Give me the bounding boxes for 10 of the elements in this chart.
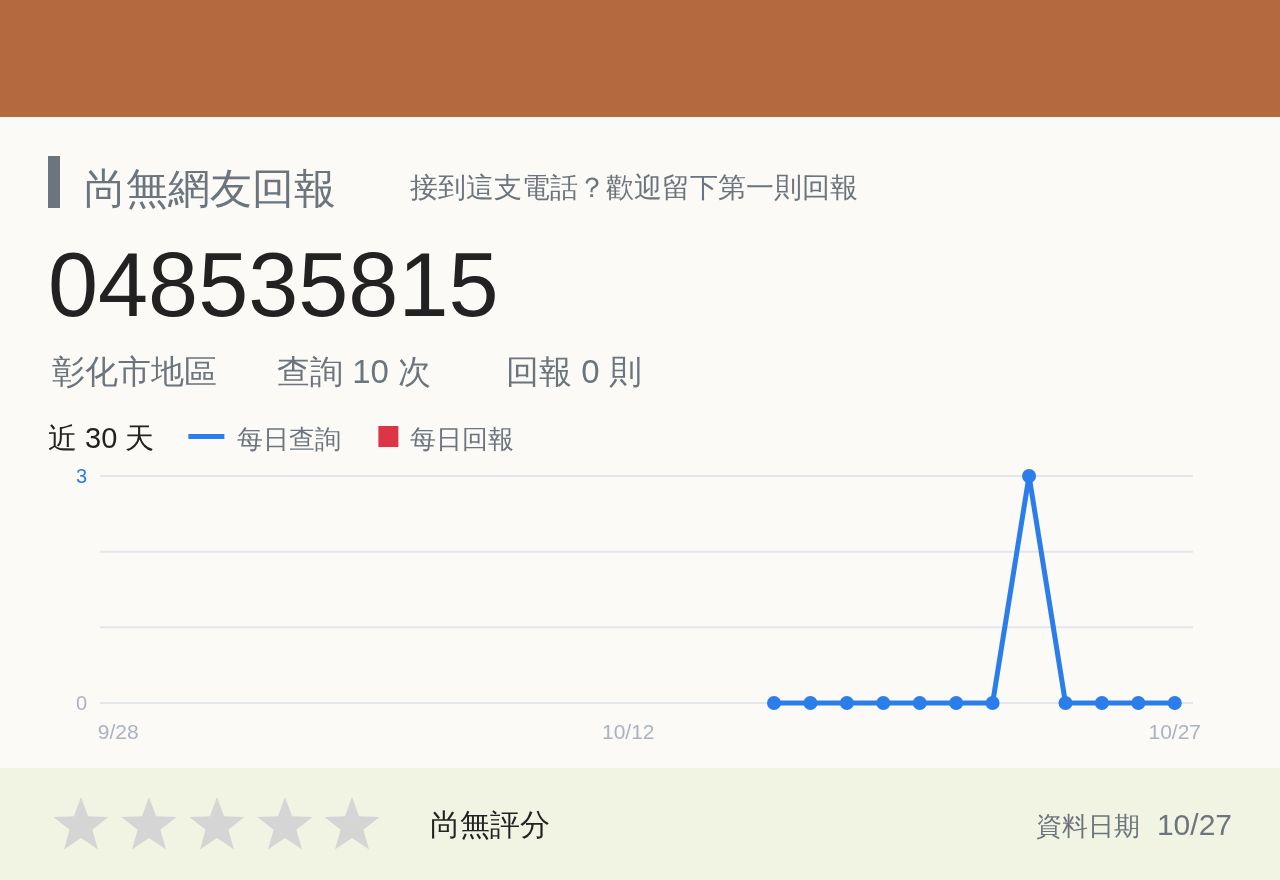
annotation: 彰化市地區	[52, 353, 217, 390]
annotation: 回報 0 則	[506, 353, 642, 390]
annotation: 尚無評分	[430, 808, 550, 841]
subtitle: 接到這支電話？歡迎留下第一則回報	[410, 172, 858, 203]
annotation: 資料日期	[1036, 811, 1140, 841]
legend-title: 近 30 天	[48, 422, 155, 454]
annotation: 048535815	[48, 235, 499, 335]
title: 尚無網友回報	[84, 165, 336, 212]
annotation: 10/27	[1156, 808, 1232, 841]
annotation: 查詢 10 次	[277, 353, 432, 390]
